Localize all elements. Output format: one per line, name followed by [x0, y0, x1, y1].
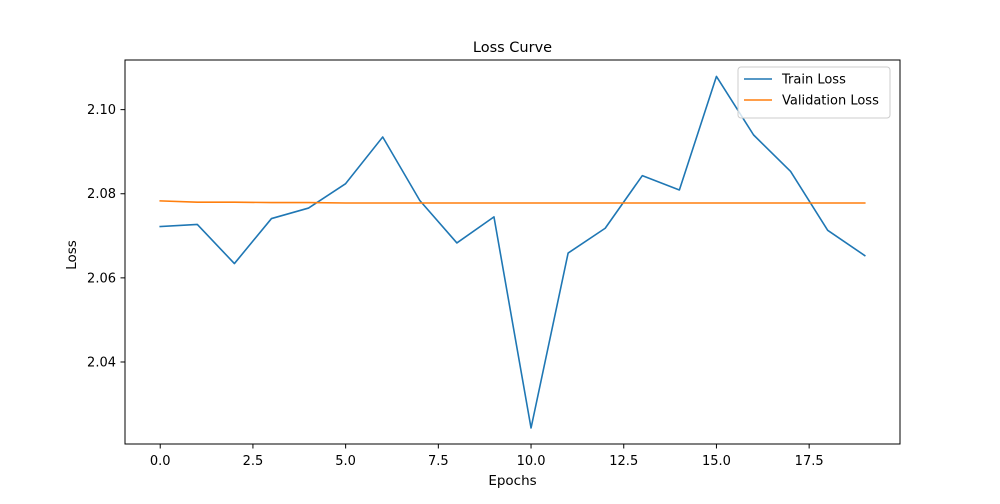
legend-box	[737, 66, 891, 119]
plot-area-frame	[124, 59, 901, 445]
x-tick-label: 15.0	[702, 454, 731, 469]
y-tick-label: 2.04	[87, 355, 116, 370]
x-axis-ticks: 0.0 2.5 5.0 7.5 10.0 12.5 15.0 17.5	[150, 444, 824, 469]
series-line-validation-loss	[159, 200, 866, 204]
legend: Train Loss Validation Loss	[737, 66, 891, 119]
y-tick-label: 2.08	[87, 187, 116, 202]
x-tick-label: 10.0	[517, 454, 546, 469]
x-tick-label: 7.5	[428, 454, 449, 469]
x-tick-label: 2.5	[243, 454, 264, 469]
x-tick-label: 0.0	[150, 454, 171, 469]
x-tick-label: 17.5	[795, 454, 824, 469]
x-axis-label: Epochs	[488, 473, 536, 489]
series-layer	[159, 75, 866, 429]
y-axis-ticks: 2.04 2.06 2.08 2.10	[87, 103, 125, 370]
x-tick-label: 5.0	[335, 454, 356, 469]
x-tick-label: 12.5	[609, 454, 638, 469]
legend-label: Train Loss	[781, 73, 846, 88]
y-tick-label: 2.10	[87, 103, 116, 118]
chart-title: Loss Curve	[473, 40, 552, 56]
y-axis-label: Loss	[64, 240, 80, 270]
series-line-train-loss	[159, 75, 866, 429]
legend-label: Validation Loss	[782, 94, 879, 109]
y-tick-label: 2.06	[87, 271, 116, 286]
